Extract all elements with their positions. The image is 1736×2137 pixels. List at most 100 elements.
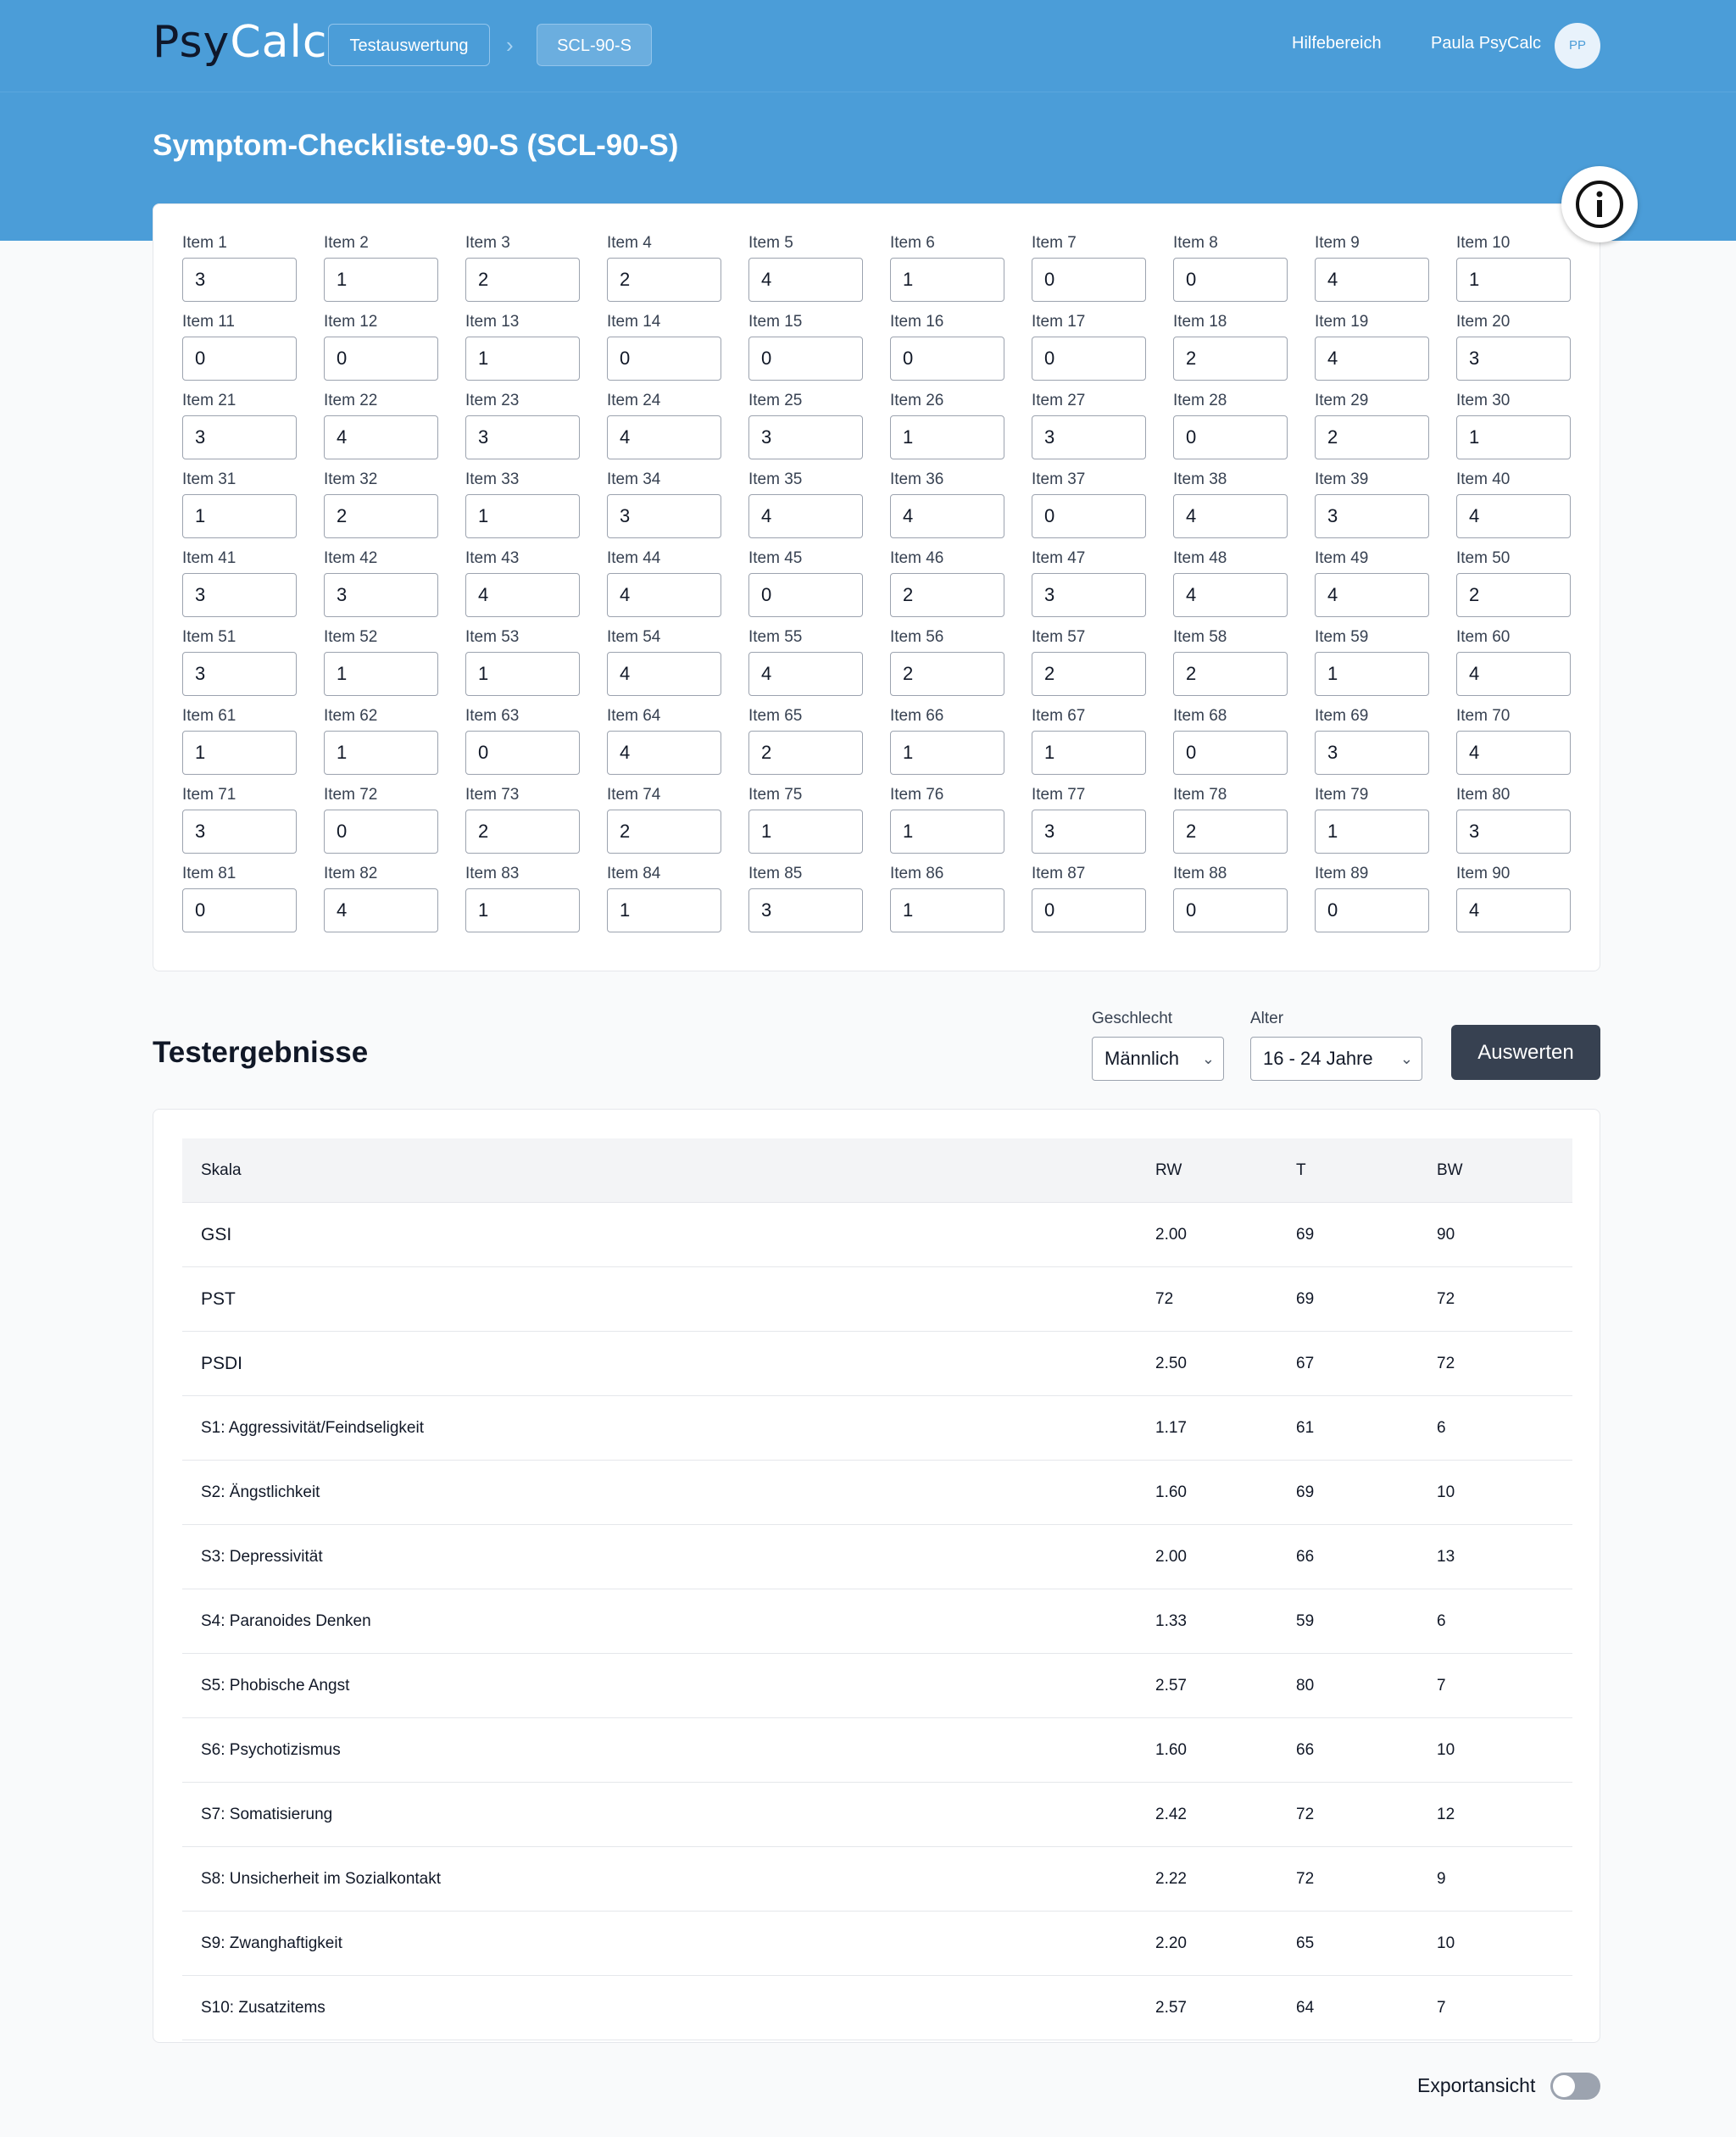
item-input[interactable] <box>748 494 863 538</box>
item-input[interactable] <box>182 888 297 932</box>
item-input[interactable] <box>1456 652 1571 696</box>
item-input[interactable] <box>324 494 438 538</box>
item-input[interactable] <box>1456 888 1571 932</box>
item-input[interactable] <box>465 888 580 932</box>
user-name[interactable]: Paula PsyCalc <box>1431 34 1542 53</box>
item-input[interactable] <box>1315 415 1429 459</box>
item-input[interactable] <box>182 494 297 538</box>
item-input[interactable] <box>465 810 580 854</box>
export-view-toggle[interactable] <box>1550 2073 1600 2100</box>
avatar[interactable]: PP <box>1555 23 1600 69</box>
item-input[interactable] <box>1032 573 1146 617</box>
item-input[interactable] <box>324 337 438 381</box>
info-button[interactable] <box>1561 166 1638 242</box>
item-input[interactable] <box>1315 337 1429 381</box>
age-select[interactable]: 16 - 24 Jahre ⌄ <box>1250 1037 1422 1081</box>
item-input[interactable] <box>890 652 1004 696</box>
breadcrumb-testauswertung[interactable]: Testauswertung <box>328 24 490 66</box>
item-input[interactable] <box>182 415 297 459</box>
item-input[interactable] <box>1173 258 1288 302</box>
item-input[interactable] <box>182 810 297 854</box>
item-input[interactable] <box>890 415 1004 459</box>
item-input[interactable] <box>890 494 1004 538</box>
psycalc-logo[interactable]: PsyCalc <box>153 17 328 68</box>
item-input[interactable] <box>607 810 721 854</box>
item-input[interactable] <box>324 731 438 775</box>
item-input[interactable] <box>1032 494 1146 538</box>
item-input[interactable] <box>1456 731 1571 775</box>
item-input[interactable] <box>1173 731 1288 775</box>
item-input[interactable] <box>324 258 438 302</box>
item-input[interactable] <box>324 415 438 459</box>
item-input[interactable] <box>324 573 438 617</box>
item-input[interactable] <box>182 652 297 696</box>
item-input[interactable] <box>890 573 1004 617</box>
item-input[interactable] <box>465 258 580 302</box>
item-input[interactable] <box>1456 810 1571 854</box>
item-input[interactable] <box>1456 337 1571 381</box>
item-input[interactable] <box>182 573 297 617</box>
item-input[interactable] <box>1173 415 1288 459</box>
item-input[interactable] <box>324 810 438 854</box>
item-input[interactable] <box>1315 652 1429 696</box>
item-input[interactable] <box>607 415 721 459</box>
item-input[interactable] <box>607 573 721 617</box>
item-input[interactable] <box>890 337 1004 381</box>
item-input[interactable] <box>1315 731 1429 775</box>
item-input[interactable] <box>465 573 580 617</box>
item-input[interactable] <box>890 258 1004 302</box>
item-input[interactable] <box>1315 258 1429 302</box>
help-link[interactable]: Hilfebereich <box>1292 34 1382 53</box>
item-input[interactable] <box>182 337 297 381</box>
item-input[interactable] <box>607 337 721 381</box>
item-input[interactable] <box>1315 888 1429 932</box>
item-input[interactable] <box>1173 573 1288 617</box>
item-input[interactable] <box>607 652 721 696</box>
item-input[interactable] <box>1032 810 1146 854</box>
evaluate-button[interactable]: Auswerten <box>1451 1025 1600 1080</box>
item-input[interactable] <box>748 337 863 381</box>
item-input[interactable] <box>1173 652 1288 696</box>
item-input[interactable] <box>1456 573 1571 617</box>
item-input[interactable] <box>890 731 1004 775</box>
item-input[interactable] <box>890 888 1004 932</box>
item-input[interactable] <box>324 652 438 696</box>
item-input[interactable] <box>1173 810 1288 854</box>
item-input[interactable] <box>1456 494 1571 538</box>
item-input[interactable] <box>1032 415 1146 459</box>
item-input[interactable] <box>1032 731 1146 775</box>
item-input[interactable] <box>1315 494 1429 538</box>
item-input[interactable] <box>324 888 438 932</box>
item-input[interactable] <box>607 731 721 775</box>
item-input[interactable] <box>748 573 863 617</box>
item-input[interactable] <box>748 888 863 932</box>
breadcrumb-current-test[interactable]: SCL-90-S <box>537 24 652 66</box>
item-input[interactable] <box>607 888 721 932</box>
item-input[interactable] <box>748 652 863 696</box>
item-input[interactable] <box>1173 337 1288 381</box>
item-input[interactable] <box>1173 494 1288 538</box>
item-input[interactable] <box>1315 810 1429 854</box>
item-input[interactable] <box>1315 573 1429 617</box>
item-input[interactable] <box>465 652 580 696</box>
item-input[interactable] <box>748 731 863 775</box>
item-input[interactable] <box>890 810 1004 854</box>
item-input[interactable] <box>465 337 580 381</box>
item-input[interactable] <box>465 494 580 538</box>
item-input[interactable] <box>607 494 721 538</box>
item-input[interactable] <box>1173 888 1288 932</box>
item-input[interactable] <box>607 258 721 302</box>
item-input[interactable] <box>182 258 297 302</box>
item-input[interactable] <box>465 415 580 459</box>
item-input[interactable] <box>1456 258 1571 302</box>
item-input[interactable] <box>182 731 297 775</box>
item-input[interactable] <box>748 415 863 459</box>
item-input[interactable] <box>1032 652 1146 696</box>
item-input[interactable] <box>748 810 863 854</box>
item-input[interactable] <box>1032 258 1146 302</box>
item-input[interactable] <box>465 731 580 775</box>
item-input[interactable] <box>1032 337 1146 381</box>
gender-select[interactable]: Männlich ⌄ <box>1092 1037 1224 1081</box>
item-input[interactable] <box>748 258 863 302</box>
item-input[interactable] <box>1032 888 1146 932</box>
